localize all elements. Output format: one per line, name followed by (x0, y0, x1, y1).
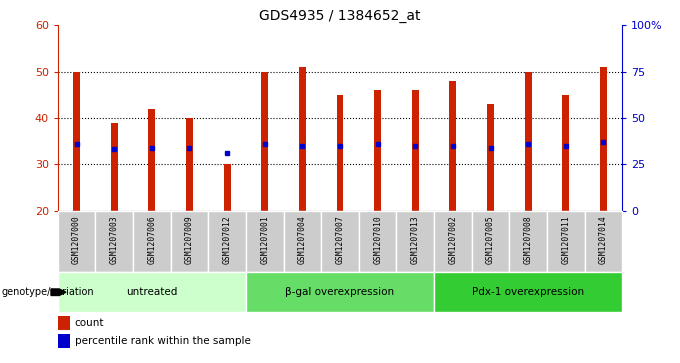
Bar (133, 211, 171, 272)
Title: GDS4935 / 1384652_at: GDS4935 / 1384652_at (259, 9, 421, 23)
Bar (600, 67, 607, 211)
Bar (337, 95, 343, 211)
Text: GSM1207011: GSM1207011 (561, 216, 571, 264)
Bar (299, 67, 306, 211)
Bar (284, 211, 321, 272)
Bar (562, 95, 569, 211)
Bar (73, 72, 80, 211)
Bar (186, 118, 193, 211)
Bar (148, 109, 155, 211)
Bar (547, 211, 585, 272)
Text: percentile rank within the sample: percentile rank within the sample (75, 336, 251, 346)
Text: GSM1207007: GSM1207007 (335, 216, 345, 264)
Text: β-gal overexpression: β-gal overexpression (286, 287, 394, 297)
Bar (208, 211, 246, 272)
Text: GSM1207000: GSM1207000 (72, 216, 81, 264)
Text: GSM1207001: GSM1207001 (260, 216, 269, 264)
Bar (224, 164, 231, 211)
Text: genotype/variation: genotype/variation (1, 287, 94, 297)
Bar (396, 211, 434, 272)
Bar (111, 123, 118, 211)
Text: GSM1207010: GSM1207010 (373, 216, 382, 264)
Bar (95, 211, 133, 272)
Bar (171, 211, 208, 272)
Bar (412, 90, 419, 211)
Text: GSM1207012: GSM1207012 (222, 216, 232, 264)
Bar (261, 72, 268, 211)
Bar (321, 211, 359, 272)
Text: GSM1207013: GSM1207013 (411, 216, 420, 264)
Bar (58, 211, 95, 272)
Bar (246, 211, 284, 272)
Bar (585, 211, 622, 272)
Bar (58, 272, 246, 312)
Bar (509, 211, 547, 272)
Bar (246, 272, 434, 312)
Bar (434, 272, 622, 312)
Bar (434, 211, 472, 272)
Bar (449, 81, 456, 211)
Text: untreated: untreated (126, 287, 177, 297)
Bar (359, 211, 396, 272)
Bar (472, 211, 509, 272)
Text: GSM1207014: GSM1207014 (599, 216, 608, 264)
Text: GSM1207008: GSM1207008 (524, 216, 532, 264)
Text: GSM1207002: GSM1207002 (448, 216, 458, 264)
Text: count: count (75, 318, 104, 328)
Text: GSM1207006: GSM1207006 (148, 216, 156, 264)
Text: Pdx-1 overexpression: Pdx-1 overexpression (472, 287, 584, 297)
Bar (525, 72, 532, 211)
Text: GSM1207003: GSM1207003 (109, 216, 119, 264)
Text: GSM1207005: GSM1207005 (486, 216, 495, 264)
Text: GSM1207009: GSM1207009 (185, 216, 194, 264)
Bar (487, 104, 494, 211)
Bar (374, 90, 381, 211)
Text: GSM1207004: GSM1207004 (298, 216, 307, 264)
